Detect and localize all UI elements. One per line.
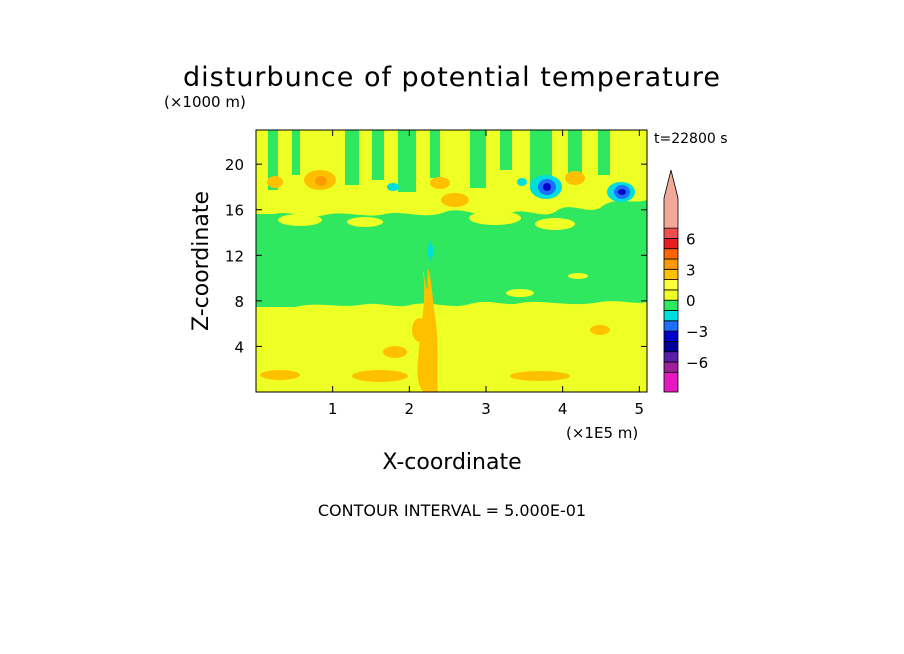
plot-frame [255,129,648,393]
colorbar-segment-1_to_2 [663,279,679,291]
colorbar-segment-below_-7 [663,371,679,393]
cold-patch-3 [387,183,399,191]
warm-patch-8 [352,370,408,382]
warm-patch-1-core [315,176,327,186]
colorbar-segment-3_to_4 [663,258,679,270]
plume-green [423,245,429,290]
colorbar-segment-4_to_5 [663,248,679,260]
colorbar-segment--1_to_0 [663,299,679,311]
yellow-patch-d [535,218,575,230]
colorbar-segment--5_to_-4 [663,340,679,353]
yellow-patch-b [347,217,383,227]
colorbar-segment-above_7 [663,170,679,229]
colorbar-segment--4_to_-3 [663,330,679,342]
x-axis-label: X-coordinate [382,450,521,475]
colorbar-label-0: 6 [686,230,696,248]
y-axis: 4 8 12 16 20 [225,156,647,356]
x-tick-label-1: 2 [405,400,415,418]
streak-5 [398,130,416,192]
y-tick-label-3: 16 [225,202,244,220]
streak-2 [292,130,300,175]
central-plume [417,268,438,392]
colorbar-segment-0_to_1 [663,289,679,301]
streak-10 [568,130,582,182]
x-tick-label-4: 5 [635,400,645,418]
y-tick-label-1: 8 [234,293,244,311]
y-tick-label-4: 20 [225,156,244,174]
warm-patch-5 [565,171,585,185]
streak-11 [598,130,610,175]
colorbar-segment-2_to_3 [663,268,679,280]
cold-patch-4 [517,178,527,186]
colorbar-segment--6_to_-5 [663,351,679,363]
colorbar-segment-5_to_6 [663,237,679,250]
streak-8 [500,130,512,170]
colorbar-label-3: −3 [686,323,708,341]
warm-patch-7 [383,346,407,358]
yellow-patch-e [506,289,534,297]
streak-9 [530,130,552,190]
contour-interval-label: CONTOUR INTERVAL = 5.000E-01 [318,501,586,520]
warm-patch-2 [267,176,283,188]
x-axis: 1 2 3 4 5 [328,130,644,418]
time-label: t=22800 s [654,131,728,147]
x-tick-label-2: 3 [481,400,491,418]
x-tick-label-3: 4 [558,400,568,418]
plume-cyan [427,240,434,262]
band-middle [256,225,647,307]
colorbar-label-2: 0 [686,292,696,310]
warm-patch-10 [510,371,570,381]
warm-patch-3 [430,177,450,189]
warm-patch-9 [260,370,300,380]
streak-7 [470,130,486,188]
y-tick-label-2: 12 [225,247,244,265]
streak-4 [372,130,384,180]
streak-1 [268,130,278,190]
colorbar-segment--7_to_-6 [663,361,679,373]
colorbar-segment--2_to_-1 [663,310,679,322]
colorbar-segment--3_to_-2 [663,320,679,332]
cold-patch-1-core [543,183,551,191]
yellow-patch-f [568,273,588,279]
cold-patch-2-core [618,189,626,195]
chart-title: disturbunce of potential temperature [183,62,721,93]
x-tick-label-0: 1 [328,400,338,418]
streak-3 [345,130,359,185]
colorbar-segment-6_to_7 [663,227,679,239]
yellow-patch-c [469,211,521,225]
y-unit-label: (×1000 m) [164,93,246,111]
yellow-patch-a [278,214,322,226]
plot-area [256,130,647,392]
warm-patch-4 [441,193,469,207]
x-unit-label: (×1E5 m) [566,424,638,442]
colorbar: 6 3 0 −3 −6 [663,170,708,393]
contour-lower-boundary [256,301,647,392]
y-tick-label-0: 4 [234,338,244,356]
y-axis-label: Z-coordinate [189,191,214,331]
streak-6 [430,130,440,178]
warm-patch-11 [590,325,610,335]
colorbar-label-1: 3 [686,261,696,279]
colorbar-label-4: −6 [686,354,708,372]
